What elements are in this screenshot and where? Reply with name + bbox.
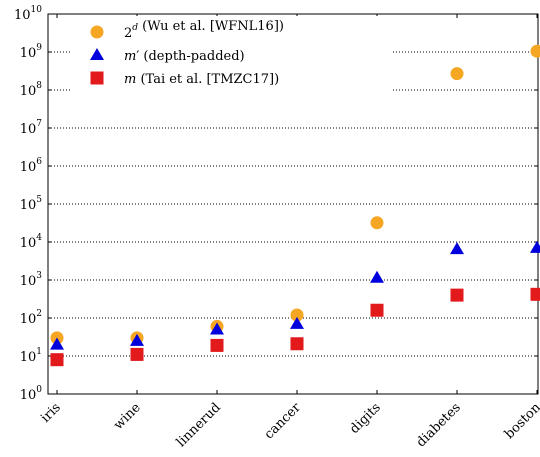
point-square-boston	[530, 287, 540, 301]
legend-marker-square	[90, 71, 104, 85]
point-triangle-boston	[530, 240, 540, 253]
point-square-diabetes	[450, 288, 464, 302]
point-circle-digits	[370, 216, 384, 230]
y-tick-label: 107	[20, 119, 43, 137]
legend-marker-circle	[90, 25, 104, 39]
x-tick-label-wine: wine	[111, 400, 144, 433]
y-tick-label: 1010	[14, 5, 42, 23]
legend-marker-triangle	[90, 48, 104, 61]
y-tick-label: 100	[20, 385, 43, 403]
point-square-wine	[130, 347, 144, 361]
point-square-linnerud	[210, 338, 224, 352]
x-tick-label-boston: boston	[502, 400, 540, 442]
point-triangle-digits	[370, 270, 384, 283]
y-tick-label: 105	[20, 195, 43, 213]
y-tick-label: 108	[20, 81, 43, 99]
point-circle-cancer	[290, 308, 304, 322]
point-triangle-wine	[130, 333, 144, 346]
point-circle-boston	[530, 44, 540, 58]
legend-label-triangle: m′ (depth-padded)	[124, 49, 245, 64]
point-triangle-cancer	[290, 316, 304, 329]
point-triangle-iris	[50, 337, 64, 350]
legend: 2d (Wu et al. [WFNL16]) m′ (depth-padded)…	[70, 16, 392, 92]
point-triangle-linnerud	[210, 322, 224, 335]
y-tick-label: 106	[20, 157, 43, 175]
y-tick-label: 103	[20, 271, 43, 289]
marks-layer	[50, 44, 540, 367]
point-triangle-diabetes	[450, 242, 464, 255]
point-square-iris	[50, 353, 64, 367]
y-tick-label: 104	[20, 233, 43, 251]
y-tick-label: 102	[20, 309, 42, 327]
x-tick-label-linnerud: linnerud	[174, 400, 224, 450]
y-tick-label: 109	[20, 43, 43, 61]
x-tick-label-digits: digits	[347, 400, 384, 437]
point-circle-diabetes	[450, 67, 464, 81]
x-tick-label-diabetes: diabetes	[414, 400, 464, 450]
x-tick-label-cancer: cancer	[262, 400, 305, 443]
point-square-digits	[370, 303, 384, 317]
legend-label-square: m (Tai et al. [TMZC17])	[124, 72, 279, 87]
point-square-cancer	[290, 337, 304, 351]
y-tick-label: 101	[20, 347, 42, 365]
legend-background	[70, 16, 392, 92]
x-tick-label-iris: iris	[38, 400, 64, 426]
legend-label-circle: 2d (Wu et al. [WFNL16])	[124, 19, 284, 41]
